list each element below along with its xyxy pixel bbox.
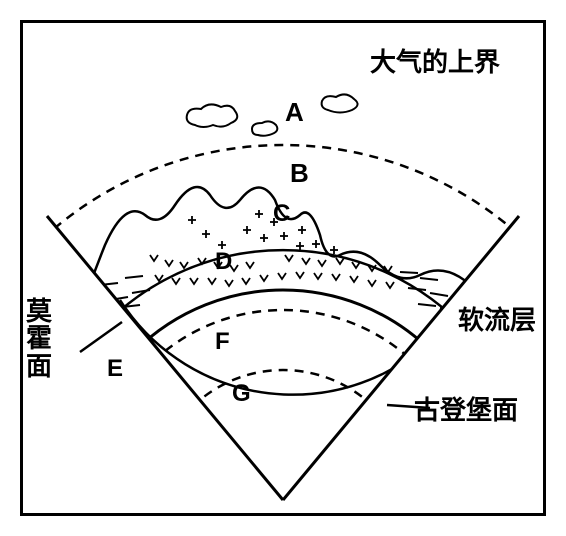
label-C: C xyxy=(273,200,290,228)
label-A: A xyxy=(285,97,304,128)
label-asthenosphere: 软流层 xyxy=(458,300,536,337)
label-moho-line1: 莫 xyxy=(26,296,52,326)
label-atmosphere-top: 大气的上界 xyxy=(370,42,500,79)
diagram-svg xyxy=(0,0,566,536)
label-moho-line2: 霍 xyxy=(26,323,52,353)
label-G: G xyxy=(232,380,251,408)
label-moho: 莫 霍 面 xyxy=(26,298,52,380)
label-moho-line3: 面 xyxy=(26,351,52,381)
label-E: E xyxy=(107,355,123,383)
label-F: F xyxy=(215,328,230,356)
label-D: D xyxy=(215,248,232,276)
label-B: B xyxy=(290,158,309,189)
label-gutenberg: 古登堡面 xyxy=(414,390,518,427)
